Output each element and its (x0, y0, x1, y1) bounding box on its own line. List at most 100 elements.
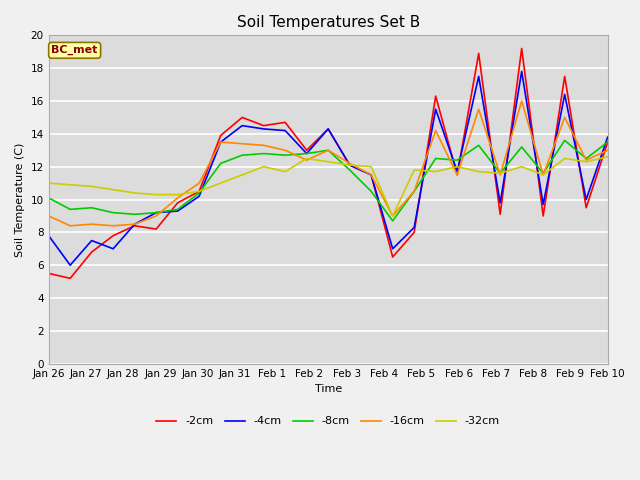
-2cm (260, 123, 268, 129)
Line: -2cm: -2cm (49, 48, 608, 278)
-4cm (346, 162, 353, 168)
-2cm (174, 200, 182, 206)
-16cm (195, 180, 203, 186)
-8cm (131, 211, 138, 217)
-16cm (497, 172, 504, 178)
-4cm (540, 202, 547, 207)
-8cm (561, 138, 568, 144)
-4cm (67, 262, 74, 268)
-2cm (497, 211, 504, 217)
-2cm (282, 120, 289, 125)
-2cm (88, 249, 95, 255)
-2cm (238, 115, 246, 120)
-16cm (540, 172, 547, 178)
-16cm (410, 189, 418, 194)
-32cm (88, 183, 95, 189)
-4cm (109, 246, 117, 252)
-8cm (518, 144, 525, 150)
-16cm (582, 157, 590, 163)
-2cm (432, 93, 440, 99)
-4cm (238, 123, 246, 129)
-2cm (561, 73, 568, 79)
-8cm (260, 151, 268, 156)
-8cm (152, 210, 160, 216)
-32cm (174, 192, 182, 197)
-32cm (518, 164, 525, 169)
-32cm (109, 187, 117, 192)
-2cm (475, 50, 483, 56)
-8cm (582, 156, 590, 161)
-4cm (88, 238, 95, 243)
-32cm (195, 189, 203, 194)
-32cm (303, 156, 310, 161)
-8cm (604, 139, 612, 145)
-4cm (453, 169, 461, 175)
-8cm (410, 189, 418, 194)
-2cm (346, 162, 353, 168)
-2cm (217, 132, 225, 138)
Y-axis label: Soil Temperature (C): Soil Temperature (C) (15, 143, 25, 257)
-2cm (582, 205, 590, 211)
-16cm (131, 221, 138, 227)
-32cm (260, 164, 268, 169)
-2cm (109, 233, 117, 239)
-8cm (346, 167, 353, 173)
-32cm (561, 156, 568, 161)
-16cm (367, 172, 375, 178)
-8cm (282, 152, 289, 158)
-32cm (604, 154, 612, 160)
X-axis label: Time: Time (314, 384, 342, 394)
-8cm (432, 156, 440, 161)
-16cm (432, 128, 440, 133)
-16cm (561, 115, 568, 120)
-8cm (475, 143, 483, 148)
-16cm (453, 172, 461, 178)
-8cm (88, 205, 95, 211)
-4cm (497, 200, 504, 206)
-8cm (324, 147, 332, 153)
-4cm (45, 233, 52, 239)
-16cm (174, 195, 182, 201)
-4cm (217, 139, 225, 145)
-32cm (389, 213, 397, 219)
-2cm (453, 172, 461, 178)
Text: BC_met: BC_met (51, 45, 98, 56)
-16cm (260, 143, 268, 148)
Line: -4cm: -4cm (49, 72, 608, 265)
-16cm (389, 213, 397, 219)
-32cm (217, 180, 225, 186)
-32cm (238, 172, 246, 178)
-4cm (152, 210, 160, 216)
-8cm (67, 206, 74, 212)
-16cm (217, 139, 225, 145)
-16cm (604, 147, 612, 153)
-16cm (109, 223, 117, 228)
-16cm (346, 160, 353, 166)
-16cm (152, 213, 160, 219)
-4cm (518, 69, 525, 74)
-8cm (497, 170, 504, 176)
-32cm (131, 190, 138, 196)
-8cm (174, 206, 182, 212)
-8cm (195, 190, 203, 196)
-4cm (174, 208, 182, 214)
-4cm (131, 221, 138, 227)
-32cm (282, 169, 289, 175)
-32cm (540, 172, 547, 178)
-32cm (152, 192, 160, 197)
-2cm (518, 46, 525, 51)
-8cm (540, 170, 547, 176)
-2cm (152, 226, 160, 232)
-4cm (367, 172, 375, 178)
-4cm (324, 126, 332, 132)
Legend: -2cm, -4cm, -8cm, -16cm, -32cm: -2cm, -4cm, -8cm, -16cm, -32cm (152, 412, 504, 431)
Line: -8cm: -8cm (49, 141, 608, 221)
-4cm (410, 225, 418, 230)
-8cm (238, 152, 246, 158)
-2cm (389, 254, 397, 260)
-2cm (303, 147, 310, 153)
-32cm (410, 167, 418, 173)
-4cm (389, 246, 397, 252)
-4cm (582, 197, 590, 203)
-32cm (346, 162, 353, 168)
